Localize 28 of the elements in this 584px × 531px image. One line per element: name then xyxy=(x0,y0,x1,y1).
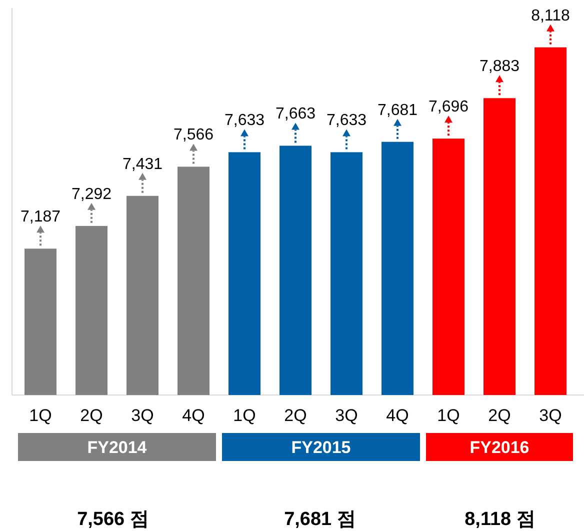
data-label: 7,187 xyxy=(20,208,61,226)
data-label: 7,663 xyxy=(275,106,316,123)
data-label: 7,566 xyxy=(173,126,214,144)
x-tick-label: 4Q xyxy=(182,406,205,425)
x-tick-label: 3Q xyxy=(131,406,154,425)
x-tick-label: 1Q xyxy=(29,406,52,425)
data-label: 7,696 xyxy=(428,98,469,116)
data-label: 7,292 xyxy=(71,186,112,203)
data-label: 7,883 xyxy=(479,58,520,76)
x-tick-label: 4Q xyxy=(386,406,409,425)
data-label: 8,118 xyxy=(531,7,570,24)
data-label: 7,431 xyxy=(122,156,163,173)
data-label: 7,681 xyxy=(377,102,418,119)
text: 8,118 점 xyxy=(464,509,536,530)
x-tick-label: 2Q xyxy=(284,406,307,425)
data-label: 7,633 xyxy=(224,112,265,130)
x-tick-label: 3Q xyxy=(335,406,358,425)
x-tick-label: 2Q xyxy=(488,406,511,425)
x-tick-label: 2Q xyxy=(80,406,103,425)
data-label: 7,633 xyxy=(326,112,367,130)
text: FY2016 xyxy=(470,438,530,457)
text: FY2015 xyxy=(291,438,351,457)
text: 7,681 점 xyxy=(284,509,356,530)
x-tick-label: 1Q xyxy=(233,406,256,425)
text: 7,566 점 xyxy=(77,509,149,530)
text: FY2014 xyxy=(87,438,148,457)
x-tick-label: 3Q xyxy=(539,406,562,425)
x-tick-label: 1Q xyxy=(437,406,460,425)
